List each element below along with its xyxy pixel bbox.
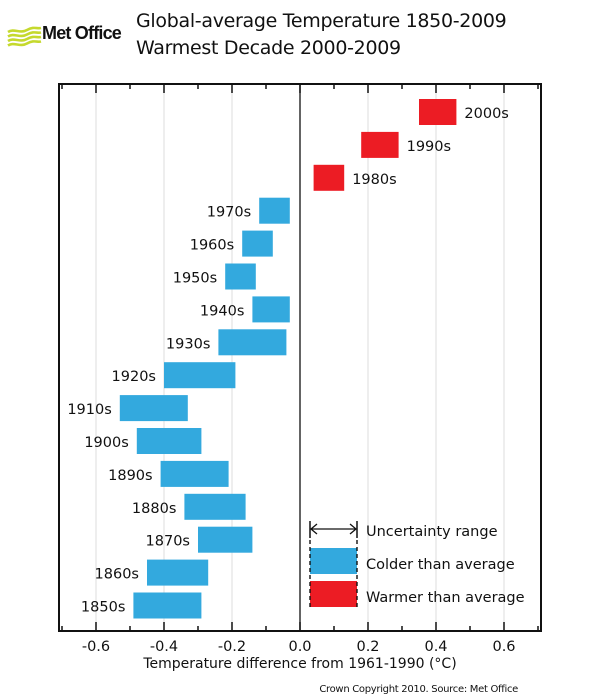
logo-wave [7, 26, 42, 34]
bar-1920s [164, 362, 236, 389]
arrow-right-icon [349, 523, 358, 535]
x-tick-label: 0.4 [424, 639, 447, 655]
bar-labels: 2000s 1990s 1980s 1970s 1960s 1950s 1940s 1930s… [67, 106, 509, 616]
bar-1850s [133, 592, 202, 619]
bar-1910s [119, 395, 188, 422]
x-tick-label: 0.0 [288, 639, 311, 655]
bar-label-2000s: 2000s [464, 106, 508, 122]
copyright-note: Crown Copyright 2010. Source: Met Office [319, 684, 518, 695]
bar-label-1920s: 1920s [112, 369, 156, 385]
bar-label-1860s: 1860s [95, 567, 139, 583]
x-tick-labels: -0.6 -0.4 -0.2 0.0 0.2 0.4 0.6 [82, 639, 516, 655]
bar-1950s [225, 263, 256, 290]
met-office-logo-icon [7, 26, 42, 47]
bar-1860s [147, 559, 209, 586]
bar-1970s [259, 197, 290, 224]
bars [119, 99, 457, 619]
bar-label-1910s: 1910s [67, 402, 111, 418]
bar-label-1900s: 1900s [84, 435, 128, 451]
legend-label: Colder than average [366, 557, 515, 573]
bar-label-1880s: 1880s [132, 501, 176, 517]
bar-1980s [313, 164, 345, 191]
bar-2000s [419, 99, 457, 125]
bar-1870s [198, 526, 253, 553]
chart-subtitle: Warmest Decade 2000-2009 [136, 37, 401, 59]
legend: Uncertainty range Colder than average Warm… [309, 521, 525, 608]
x-tick-label: 0.6 [492, 639, 515, 655]
chart-title: Global-average Temperature 1850-2009 [136, 10, 507, 32]
bar-label-1970s: 1970s [207, 205, 251, 221]
x-tick-label: -0.6 [82, 639, 110, 655]
met-office-logo-text: Met Office [42, 23, 122, 43]
bar-label-1930s: 1930s [166, 336, 210, 352]
logo-wave [7, 31, 42, 38]
x-tick-label: -0.2 [218, 639, 246, 655]
bar-label-1950s: 1950s [173, 271, 217, 287]
bar-1880s [184, 493, 246, 520]
arrow-left-icon [309, 523, 318, 535]
legend-label: Uncertainty range [366, 524, 498, 540]
bar-label-1980s: 1980s [352, 172, 396, 188]
bar-label-1990s: 1990s [407, 139, 451, 155]
bar-label-1940s: 1940s [200, 303, 244, 319]
legend-colder-swatch [310, 548, 357, 574]
logo-wave [7, 35, 42, 43]
legend-warmer-swatch [310, 581, 357, 607]
x-tick-label: -0.4 [150, 639, 178, 655]
gridlines [95, 84, 505, 631]
bar-label-1870s: 1870s [146, 534, 190, 550]
bar-1890s [160, 460, 229, 487]
x-tick-label: 0.2 [356, 639, 379, 655]
x-axis-label: Temperature difference from 1961-1990 (°… [142, 656, 456, 672]
bar-1990s [361, 131, 399, 158]
bar-1940s [252, 296, 290, 323]
logo-wave [7, 40, 42, 47]
bar-label-1890s: 1890s [108, 468, 152, 484]
axes [58, 83, 542, 632]
bar-1930s [218, 329, 287, 356]
legend-label: Warmer than average [366, 590, 525, 606]
bar-1960s [242, 230, 273, 257]
bar-label-1960s: 1960s [190, 238, 234, 254]
bar-label-1850s: 1850s [81, 600, 125, 616]
bar-1900s [136, 428, 202, 454]
